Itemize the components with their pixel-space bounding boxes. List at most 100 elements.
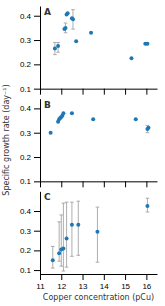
y-tick: 0.3 (20, 36, 40, 45)
error-bar (62, 203, 66, 271)
x-tick (83, 89, 84, 95)
y-tick: 0.1 (20, 85, 40, 94)
y-tick-label: 0.1 (20, 177, 32, 186)
point (95, 230, 99, 234)
x-tick-mark (40, 181, 41, 187)
y-tick-mark (34, 89, 40, 90)
point (89, 31, 93, 35)
x-tick-mark (40, 89, 41, 95)
y-tick-label: 0.1 (20, 266, 32, 275)
x-tick-label: 16 (142, 282, 151, 291)
y-tick: 0.4 (20, 104, 40, 113)
point (91, 117, 95, 121)
y-axis-line (40, 7, 41, 90)
y-axis-line (40, 192, 41, 275)
point (61, 111, 65, 115)
y-tick-mark (34, 133, 40, 134)
point (74, 39, 78, 43)
y-tick-label: 0.2 (20, 153, 32, 162)
x-tick-mark (146, 89, 147, 95)
y-tick-label: 0.3 (20, 227, 32, 236)
x-tick-label: 14 (100, 282, 109, 291)
point (70, 223, 74, 227)
x-axis-title: Copper concentration (pCu) (43, 293, 154, 302)
y-tick: 0.4 (20, 12, 40, 21)
x-tick: 16 (142, 274, 151, 291)
x-tick-mark (83, 274, 84, 280)
x-tick-mark (125, 89, 126, 95)
x-tick (61, 181, 62, 187)
x-tick (146, 89, 147, 95)
x-tick-mark (125, 181, 126, 187)
panel: 0.1 0.2 0.3 0.4 A (20, 7, 158, 95)
panel: 0.1 0.2 0.3 0.4 B (20, 99, 158, 187)
x-tick-mark (146, 181, 147, 187)
y-tick-mark (34, 16, 40, 17)
x-tick: 14 (100, 274, 109, 291)
y-tick-mark (34, 270, 40, 271)
error-bar (70, 202, 74, 256)
x-axis (41, 89, 158, 95)
point (76, 223, 80, 227)
y-tick: 0.1 (20, 177, 40, 186)
plot-area (53, 10, 150, 61)
x-tick (104, 89, 105, 95)
plot-area (49, 111, 151, 134)
x-tick (104, 181, 105, 187)
y-tick-label: 0.3 (20, 129, 32, 138)
y-tick-label: 0.3 (20, 36, 32, 45)
x-tick-mark (61, 89, 62, 95)
panel-label: A (44, 7, 51, 17)
point (64, 26, 68, 30)
y-tick-label: 0.2 (20, 246, 32, 255)
point (146, 126, 150, 130)
y-tick-label: 0.1 (20, 85, 32, 94)
y-tick-mark (34, 231, 40, 232)
x-tick-mark (83, 181, 84, 187)
x-tick (125, 181, 126, 187)
x-tick-mark (83, 89, 84, 95)
y-tick: 0.2 (20, 60, 40, 69)
x-tick-mark (104, 181, 105, 187)
point (71, 17, 75, 21)
point (51, 258, 55, 262)
y-tick-label: 0.4 (20, 207, 32, 216)
x-tick: 13 (79, 274, 88, 291)
x-tick-label: 12 (57, 282, 66, 291)
x-axis: 111213141516 (36, 274, 157, 291)
x-tick-label: 15 (121, 282, 130, 291)
x-tick-label: 13 (79, 282, 88, 291)
panel: 1112131415160.10.20.30.4C (20, 192, 158, 291)
y-tick: 0.2 (20, 246, 40, 255)
y-axis: 0.1 0.2 0.3 0.4 (20, 192, 41, 275)
y-tick: 0.1 (20, 266, 40, 275)
error-bar (71, 10, 75, 29)
error-bar (59, 215, 63, 266)
error-bar (64, 23, 68, 33)
x-tick (125, 89, 126, 95)
panel-label: B (44, 100, 51, 110)
point (145, 204, 149, 208)
y-tick-mark (34, 157, 40, 158)
point (49, 131, 53, 135)
point (145, 42, 149, 46)
y-tick-label: 0.4 (20, 12, 32, 21)
x-tick-mark (40, 274, 41, 280)
x-tick-mark (104, 89, 105, 95)
point (61, 246, 65, 250)
error-bar (56, 42, 60, 52)
x-axis-line (41, 181, 158, 182)
point (134, 117, 138, 121)
error-bar (146, 198, 150, 212)
x-tick-mark (125, 274, 126, 280)
y-tick-mark (34, 64, 40, 65)
y-tick-mark (34, 40, 40, 41)
point (129, 56, 133, 60)
y-tick: 0.3 (20, 227, 40, 236)
error-bar (76, 201, 80, 255)
x-tick: 15 (121, 274, 130, 291)
point (65, 237, 69, 241)
y-axis-title: Specific growth rate (day⁻¹) (2, 84, 11, 195)
x-tick (83, 181, 84, 187)
x-tick (61, 89, 62, 95)
